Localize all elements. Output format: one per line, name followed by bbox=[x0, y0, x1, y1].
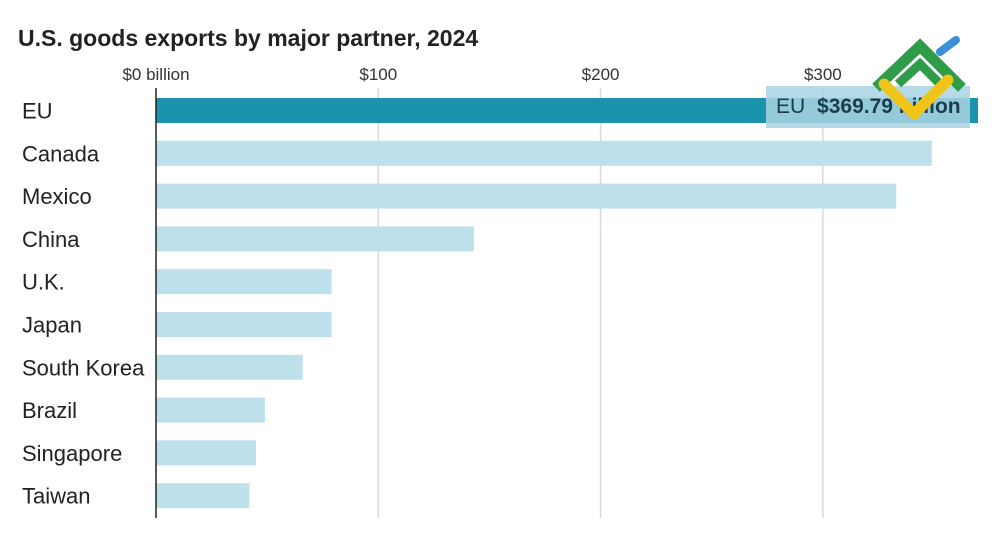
category-label: Taiwan bbox=[22, 484, 90, 509]
category-label: China bbox=[22, 227, 80, 252]
bar-singapore[interactable] bbox=[156, 440, 257, 466]
tooltip-label: EU bbox=[776, 95, 805, 118]
category-label: EU bbox=[22, 99, 53, 124]
bar-china[interactable] bbox=[156, 226, 474, 252]
bar-japan[interactable] bbox=[156, 312, 332, 337]
logo-mark-icon bbox=[872, 36, 966, 120]
x-tick-label: $300 bbox=[804, 65, 842, 84]
bar-south-korea[interactable] bbox=[156, 354, 303, 380]
category-label: Brazil bbox=[22, 398, 77, 423]
category-labels: EU Canada Mexico China U.K. Japan South Korea B… bbox=[22, 99, 145, 509]
bar-brazil[interactable] bbox=[156, 397, 265, 423]
x-tick-label: $0 billion bbox=[122, 65, 189, 84]
category-label: U.K. bbox=[22, 270, 65, 295]
category-label: Japan bbox=[22, 313, 82, 338]
x-tick-labels: $0 billion $100 $200 $300 bbox=[122, 65, 841, 84]
category-label: Singapore bbox=[22, 441, 122, 466]
x-tick-label: $100 bbox=[359, 65, 397, 84]
bar-u-k[interactable] bbox=[156, 269, 332, 295]
bars bbox=[156, 98, 978, 509]
x-tick-label: $200 bbox=[582, 65, 620, 84]
tooltip-value: $369.79 billion bbox=[817, 95, 961, 118]
chart-title: U.S. goods exports by major partner, 202… bbox=[18, 25, 478, 51]
category-label: Mexico bbox=[22, 184, 92, 209]
bar-canada[interactable] bbox=[156, 140, 932, 166]
category-label: Canada bbox=[22, 141, 100, 166]
bar-mexico[interactable] bbox=[156, 183, 897, 209]
bar-taiwan[interactable] bbox=[156, 483, 250, 509]
category-label: South Korea bbox=[22, 355, 145, 380]
